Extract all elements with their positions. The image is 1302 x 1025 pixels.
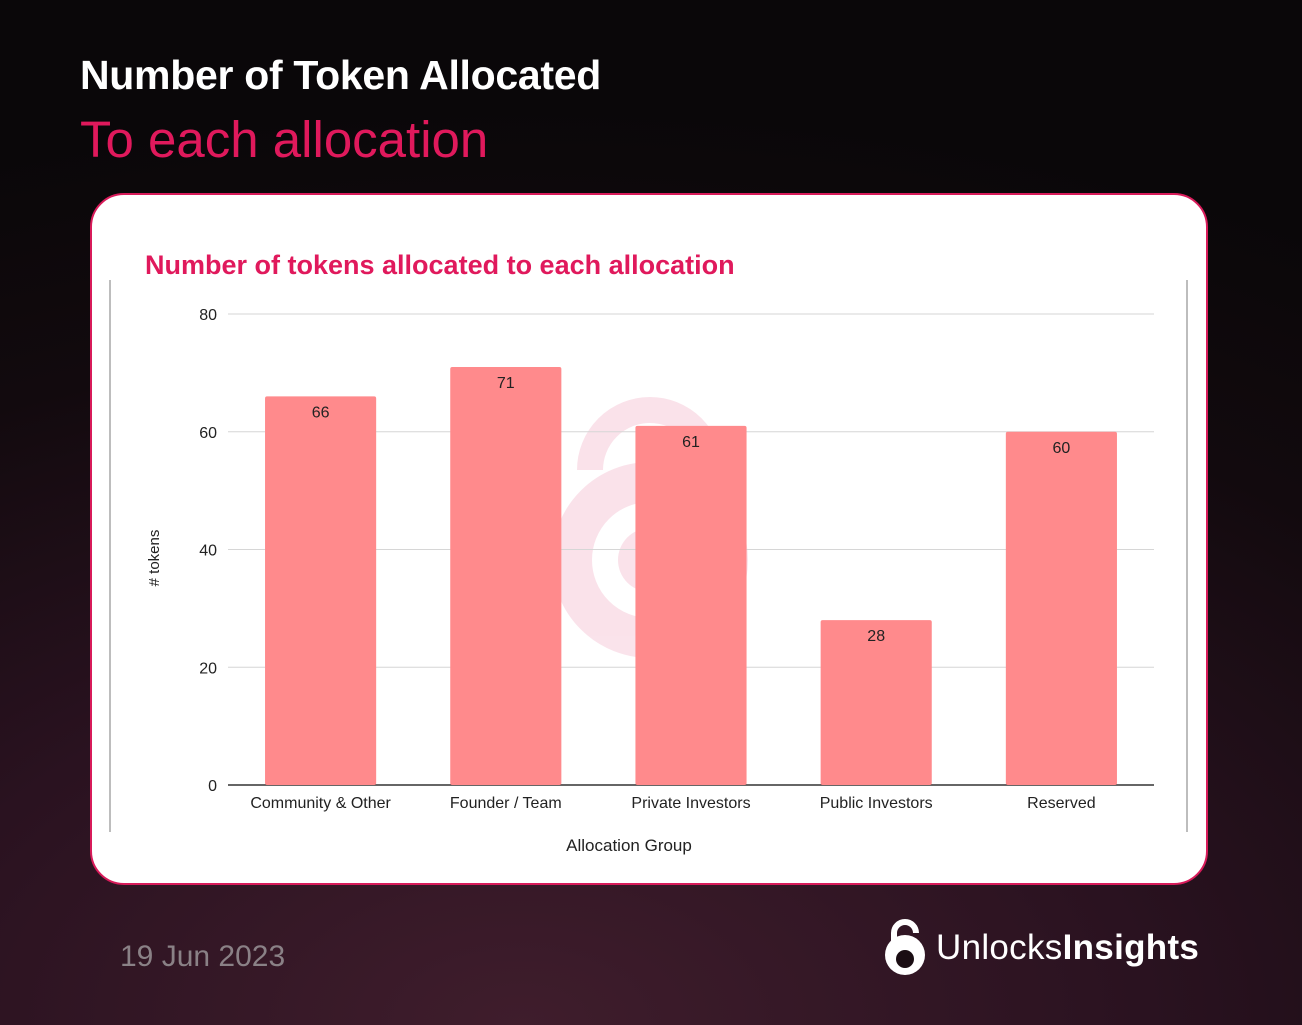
y-tick-label: 0: [208, 778, 217, 795]
x-tick-label: Public Investors: [820, 795, 933, 812]
x-tick-label: Community & Other: [250, 795, 391, 812]
page-subtitle: To each allocation: [80, 111, 489, 168]
bar-private-investors: [635, 425, 747, 785]
x-axis-label: Allocation Group: [566, 836, 692, 855]
y-tick-label: 40: [199, 543, 217, 560]
bar-value-label: 66: [312, 404, 330, 421]
brand-logo-lockup: UnlocksInsights: [882, 918, 1199, 978]
bar-value-label: 71: [497, 375, 515, 392]
bar-value-label: 28: [867, 628, 885, 645]
publish-date: 19 Jun 2023: [120, 940, 286, 973]
unlocks-lock-icon: [885, 919, 925, 975]
y-tick-label: 20: [199, 660, 217, 677]
chart-title: Number of tokens allocated to each alloc…: [145, 250, 735, 280]
bar-value-label: 60: [1053, 440, 1071, 457]
x-tick-label: Reserved: [1027, 795, 1095, 812]
bar-public-investors: [820, 620, 932, 785]
x-tick-label: Private Investors: [631, 795, 750, 812]
bar-community-other: [265, 396, 377, 785]
brand-name: UnlocksInsights: [936, 928, 1200, 967]
y-tick-label: 80: [199, 307, 217, 324]
x-tick-label: Founder / Team: [450, 795, 562, 812]
page-title: Number of Token Allocated: [80, 52, 601, 98]
bar-founder-team: [450, 366, 562, 785]
y-tick-label: 60: [199, 425, 217, 442]
bar-reserved: [1005, 431, 1117, 785]
y-axis-label: # tokens: [146, 530, 163, 587]
bar-value-label: 61: [682, 434, 700, 451]
